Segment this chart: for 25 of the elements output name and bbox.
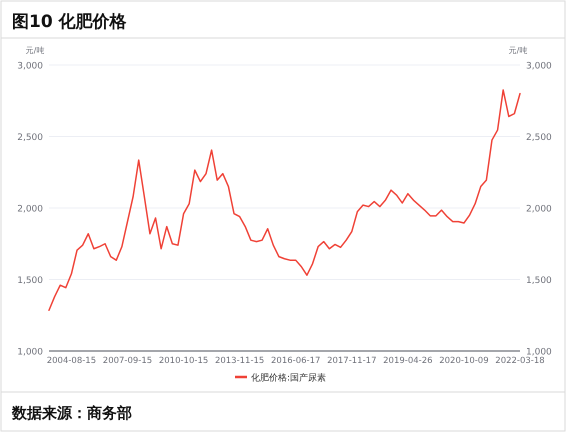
- y-tick-label: 2,500: [17, 133, 44, 143]
- y2-axis-title: 元/吨: [508, 46, 528, 55]
- legend-label: 化肥价格:国产尿素: [251, 372, 326, 384]
- source-note: 数据来源：商务部: [11, 404, 132, 422]
- y2-tick-label: 2,000: [526, 204, 552, 214]
- y-tick-label: 1,500: [17, 276, 44, 286]
- x-tick-label: 2004-08-15: [46, 356, 96, 366]
- chart-title: 图10 化肥价格: [12, 12, 128, 32]
- x-tick-label: 2007-09-15: [102, 356, 152, 366]
- x-tick-label: 2010-10-15: [158, 356, 208, 366]
- y-tick-label: 1,000: [17, 348, 44, 358]
- y-tick-label: 3,000: [17, 62, 44, 72]
- y2-tick-label: 1,000: [526, 348, 552, 358]
- x-tick-label: 2022-03-18: [495, 356, 545, 366]
- x-tick-label: 2017-11-17: [327, 356, 376, 366]
- x-tick-label: 2016-06-17: [271, 356, 320, 366]
- y2-tick-label: 3,000: [526, 62, 552, 72]
- y-axis-title: 元/吨: [26, 46, 44, 55]
- x-tick-label: 2019-04-26: [383, 356, 433, 366]
- x-tick-label: 2020-10-09: [439, 356, 489, 366]
- y2-tick-label: 2,500: [526, 133, 552, 143]
- y2-tick-label: 1,500: [526, 276, 552, 286]
- y-tick-label: 2,000: [17, 204, 44, 214]
- x-tick-label: 2013-11-15: [214, 356, 264, 366]
- line-series: [48, 89, 521, 311]
